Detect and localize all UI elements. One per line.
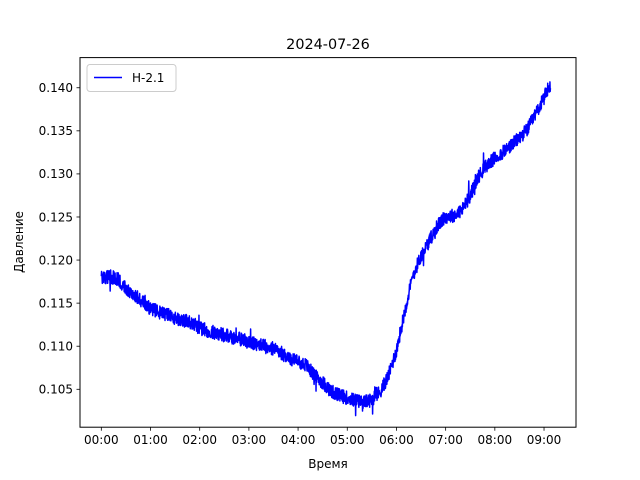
x-axis: 00:00 01:00 02:00 03:00 04:00 05:00 06:00 07:00… bbox=[84, 427, 561, 447]
series-line bbox=[100, 81, 552, 417]
x-tick-label: 07:00 bbox=[428, 433, 463, 447]
y-tick-label: 0.135 bbox=[39, 124, 73, 138]
y-tick-label: 0.120 bbox=[39, 253, 73, 267]
plot-frame bbox=[79, 57, 577, 428]
x-tick-label: 00:00 bbox=[84, 433, 119, 447]
x-axis-title: Время bbox=[308, 457, 348, 471]
y-tick-label: 0.105 bbox=[39, 383, 73, 397]
legend-box bbox=[86, 64, 177, 92]
y-tick-label: 0.140 bbox=[39, 81, 73, 95]
x-tick-label: 06:00 bbox=[379, 433, 414, 447]
x-tick-label: 08:00 bbox=[478, 433, 513, 447]
x-tick-label: 05:00 bbox=[330, 433, 365, 447]
x-tick-label: 04:00 bbox=[281, 433, 316, 447]
legend-label: Н-2.1 bbox=[132, 71, 164, 85]
x-tick-label: 03:00 bbox=[232, 433, 267, 447]
chart-title: 2024-07-26 bbox=[286, 37, 370, 53]
x-tick-label: 09:00 bbox=[527, 433, 562, 447]
plot-layer bbox=[100, 81, 552, 417]
y-tick-label: 0.110 bbox=[39, 340, 73, 354]
y-axis-title: Давление bbox=[12, 211, 26, 273]
y-tick-label: 0.130 bbox=[39, 167, 73, 181]
x-tick-label: 02:00 bbox=[182, 433, 217, 447]
y-tick-label: 0.125 bbox=[39, 210, 73, 224]
legend: Н-2.1 bbox=[86, 64, 177, 92]
y-axis: 0.105 0.110 0.115 0.120 0.125 0.130 0.135 0.140 bbox=[39, 81, 80, 397]
x-tick-label: 01:00 bbox=[133, 433, 168, 447]
y-tick-label: 0.115 bbox=[39, 296, 73, 310]
